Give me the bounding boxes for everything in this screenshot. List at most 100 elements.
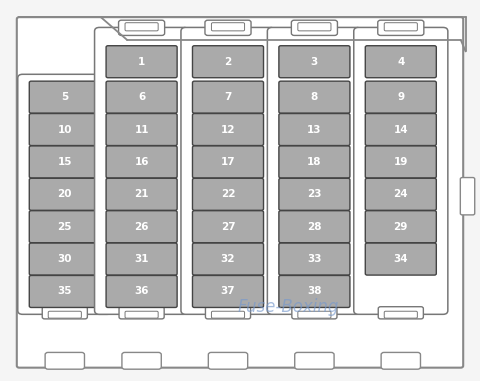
FancyBboxPatch shape xyxy=(378,307,423,319)
FancyBboxPatch shape xyxy=(354,27,448,314)
Text: 19: 19 xyxy=(394,157,408,167)
FancyBboxPatch shape xyxy=(292,307,337,319)
FancyBboxPatch shape xyxy=(106,178,177,210)
FancyBboxPatch shape xyxy=(365,46,436,78)
FancyBboxPatch shape xyxy=(48,311,81,318)
FancyBboxPatch shape xyxy=(192,46,264,78)
FancyBboxPatch shape xyxy=(279,178,350,210)
Text: 2: 2 xyxy=(224,57,232,67)
FancyBboxPatch shape xyxy=(29,146,100,178)
FancyBboxPatch shape xyxy=(381,352,420,369)
Text: 34: 34 xyxy=(394,254,408,264)
FancyBboxPatch shape xyxy=(205,20,251,35)
Text: 5: 5 xyxy=(61,92,69,102)
Text: 28: 28 xyxy=(307,222,322,232)
FancyBboxPatch shape xyxy=(45,352,84,369)
Text: 17: 17 xyxy=(221,157,235,167)
FancyBboxPatch shape xyxy=(125,311,158,318)
Text: 1: 1 xyxy=(138,57,145,67)
FancyBboxPatch shape xyxy=(17,17,463,368)
Text: 38: 38 xyxy=(307,287,322,296)
FancyBboxPatch shape xyxy=(119,20,165,35)
FancyBboxPatch shape xyxy=(291,20,337,35)
FancyBboxPatch shape xyxy=(119,307,164,319)
Text: 24: 24 xyxy=(394,189,408,199)
Text: 14: 14 xyxy=(394,125,408,134)
Text: 33: 33 xyxy=(307,254,322,264)
FancyBboxPatch shape xyxy=(192,81,264,113)
Text: Fuse-Boxing: Fuse-Boxing xyxy=(237,298,339,316)
FancyBboxPatch shape xyxy=(208,352,248,369)
FancyBboxPatch shape xyxy=(205,307,251,319)
FancyBboxPatch shape xyxy=(279,211,350,243)
FancyBboxPatch shape xyxy=(95,27,189,314)
Text: 16: 16 xyxy=(134,157,149,167)
Text: 27: 27 xyxy=(221,222,235,232)
FancyBboxPatch shape xyxy=(365,81,436,113)
FancyBboxPatch shape xyxy=(29,81,100,113)
FancyBboxPatch shape xyxy=(29,178,100,210)
FancyBboxPatch shape xyxy=(298,311,331,318)
Text: 21: 21 xyxy=(134,189,149,199)
FancyBboxPatch shape xyxy=(29,114,100,146)
FancyBboxPatch shape xyxy=(298,23,331,31)
FancyBboxPatch shape xyxy=(279,146,350,178)
FancyBboxPatch shape xyxy=(192,114,264,146)
FancyBboxPatch shape xyxy=(106,114,177,146)
FancyBboxPatch shape xyxy=(279,46,350,78)
FancyBboxPatch shape xyxy=(384,23,417,31)
FancyBboxPatch shape xyxy=(365,243,436,275)
FancyBboxPatch shape xyxy=(365,211,436,243)
Text: 36: 36 xyxy=(134,287,149,296)
FancyBboxPatch shape xyxy=(106,146,177,178)
FancyBboxPatch shape xyxy=(192,243,264,275)
Text: 30: 30 xyxy=(58,254,72,264)
Text: 13: 13 xyxy=(307,125,322,134)
Text: 18: 18 xyxy=(307,157,322,167)
FancyBboxPatch shape xyxy=(460,178,475,215)
FancyBboxPatch shape xyxy=(279,114,350,146)
FancyBboxPatch shape xyxy=(365,146,436,178)
FancyBboxPatch shape xyxy=(279,275,350,307)
Text: 32: 32 xyxy=(221,254,235,264)
FancyBboxPatch shape xyxy=(42,307,87,319)
Text: 23: 23 xyxy=(307,189,322,199)
Text: 10: 10 xyxy=(58,125,72,134)
Text: 35: 35 xyxy=(58,287,72,296)
Text: 7: 7 xyxy=(224,92,232,102)
FancyBboxPatch shape xyxy=(365,178,436,210)
FancyBboxPatch shape xyxy=(384,311,417,318)
Text: 4: 4 xyxy=(397,57,405,67)
FancyBboxPatch shape xyxy=(106,275,177,307)
FancyBboxPatch shape xyxy=(29,275,100,307)
FancyBboxPatch shape xyxy=(106,46,177,78)
FancyBboxPatch shape xyxy=(279,81,350,113)
Text: 6: 6 xyxy=(138,92,145,102)
Text: 22: 22 xyxy=(221,189,235,199)
Text: 9: 9 xyxy=(397,92,404,102)
Text: 8: 8 xyxy=(311,92,318,102)
FancyBboxPatch shape xyxy=(378,20,424,35)
FancyBboxPatch shape xyxy=(279,243,350,275)
FancyBboxPatch shape xyxy=(122,352,161,369)
FancyBboxPatch shape xyxy=(211,23,245,31)
FancyBboxPatch shape xyxy=(125,23,158,31)
FancyBboxPatch shape xyxy=(192,178,264,210)
FancyBboxPatch shape xyxy=(29,243,100,275)
FancyBboxPatch shape xyxy=(181,27,275,314)
Text: 25: 25 xyxy=(58,222,72,232)
FancyBboxPatch shape xyxy=(106,211,177,243)
Text: 26: 26 xyxy=(134,222,149,232)
Text: 12: 12 xyxy=(221,125,235,134)
FancyBboxPatch shape xyxy=(29,211,100,243)
Text: 15: 15 xyxy=(58,157,72,167)
FancyBboxPatch shape xyxy=(192,275,264,307)
FancyBboxPatch shape xyxy=(295,352,334,369)
Text: 20: 20 xyxy=(58,189,72,199)
FancyBboxPatch shape xyxy=(106,243,177,275)
FancyBboxPatch shape xyxy=(192,211,264,243)
FancyBboxPatch shape xyxy=(192,146,264,178)
Text: 31: 31 xyxy=(134,254,149,264)
Text: 37: 37 xyxy=(221,287,235,296)
Text: 11: 11 xyxy=(134,125,149,134)
